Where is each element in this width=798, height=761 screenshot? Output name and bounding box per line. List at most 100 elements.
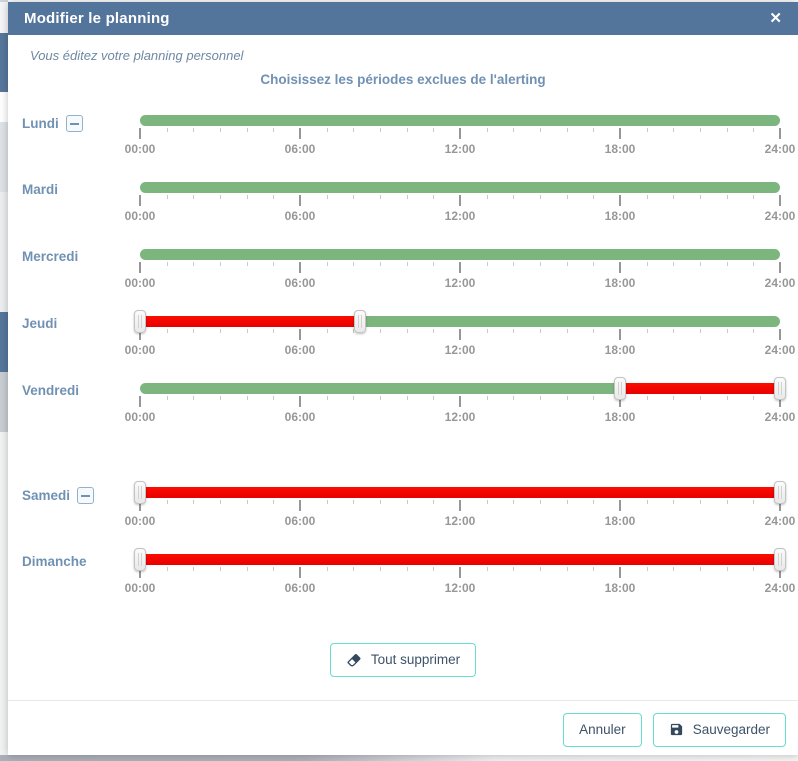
minor-tick-mark (193, 567, 195, 571)
slider-handle[interactable] (774, 377, 786, 400)
minor-tick-mark (273, 567, 275, 571)
major-tick-mark (459, 195, 461, 206)
day-row: Lundi 00:00 06:00 12:00 18:00 24:00 (8, 115, 798, 182)
major-tick-mark (139, 195, 141, 206)
minor-tick-mark (273, 128, 275, 132)
minor-tick-mark (433, 500, 435, 504)
minor-tick-mark (406, 128, 408, 132)
slider-track[interactable] (134, 481, 786, 504)
minor-tick-mark (593, 262, 595, 266)
background-page-left-strip (0, 0, 8, 761)
slider-track[interactable] (134, 310, 780, 333)
cancel-button[interactable]: Annuler (563, 712, 642, 747)
major-tick-mark (459, 567, 461, 578)
slider-handle[interactable] (614, 377, 626, 400)
minor-tick-mark (593, 195, 595, 199)
save-button[interactable]: Sauvegarder (652, 712, 786, 747)
day-row: Mardi 00:00 06:00 12:00 18:00 24:00 (8, 182, 798, 249)
minor-tick-mark (193, 262, 195, 266)
day-label: Lundi (22, 116, 59, 131)
minor-tick-mark (246, 128, 248, 132)
tick-label: 00:00 (124, 514, 156, 528)
minor-tick-mark (380, 396, 381, 400)
minor-tick-mark (566, 329, 568, 333)
slider-handle[interactable] (774, 548, 786, 571)
minor-tick-mark (540, 396, 541, 400)
slider-track[interactable] (140, 115, 780, 126)
remove-period-button[interactable] (77, 487, 95, 504)
slider-handle[interactable] (134, 310, 146, 333)
slider-track[interactable] (140, 182, 780, 193)
minor-tick-mark (726, 262, 728, 266)
slider-track[interactable] (134, 548, 786, 571)
day-label: Vendredi (22, 383, 80, 398)
minor-tick-mark (486, 128, 488, 132)
time-range-slider[interactable]: 00:00 06:00 12:00 18:00 24:00 (125, 548, 795, 597)
edit-planning-modal: Modifier le planning ✕ Vous éditez votre… (8, 2, 798, 755)
minor-tick-mark (513, 262, 515, 266)
slider-track[interactable] (140, 249, 780, 260)
minor-tick-mark (540, 195, 541, 199)
tick-label: 12:00 (444, 142, 476, 156)
minor-tick-mark (220, 195, 221, 199)
time-range-slider[interactable]: 00:00 06:00 12:00 18:00 24:00 (125, 249, 795, 292)
minor-tick-mark (166, 195, 168, 199)
close-button[interactable]: ✕ (769, 10, 782, 27)
minor-tick-mark (646, 195, 648, 199)
minor-tick-mark (326, 262, 328, 266)
slider-handle[interactable] (354, 310, 366, 333)
tick-label: 12:00 (444, 514, 476, 528)
major-tick-mark (299, 567, 301, 578)
minor-tick-mark (433, 128, 435, 132)
background-block (0, 432, 8, 761)
minor-tick-mark (646, 567, 648, 571)
minor-tick-mark (273, 396, 275, 400)
minor-tick-mark (380, 500, 381, 504)
tick-label: 24:00 (764, 142, 796, 156)
time-range-slider[interactable]: 00:00 06:00 12:00 18:00 24:00 (125, 182, 795, 225)
time-range-slider[interactable]: 00:00 06:00 12:00 18:00 24:00 (125, 481, 795, 530)
minor-tick-mark (700, 396, 701, 400)
minor-tick-mark (326, 567, 328, 571)
minor-tick-mark (513, 195, 515, 199)
major-tick-mark (779, 262, 781, 273)
tick-label: 18:00 (604, 514, 636, 528)
day-left: Dimanche (22, 554, 140, 569)
minor-tick-mark (380, 567, 381, 571)
minor-tick-mark (726, 329, 728, 333)
remove-period-button[interactable] (65, 115, 83, 132)
day-label: Samedi (22, 488, 71, 503)
minor-tick-mark (566, 128, 568, 132)
time-range-slider[interactable]: 00:00 06:00 12:00 18:00 24:00 (125, 310, 795, 359)
major-tick-mark (619, 396, 621, 407)
minor-tick-mark (753, 128, 755, 132)
tick-label: 18:00 (604, 581, 636, 595)
day-left: Mercredi (22, 249, 140, 264)
major-tick-mark (299, 195, 301, 206)
minor-tick-mark (566, 500, 568, 504)
tick-label: 18:00 (604, 410, 636, 424)
slider-track[interactable] (140, 377, 786, 400)
tick-label: 18:00 (604, 209, 636, 223)
minor-tick-mark (406, 262, 408, 266)
minor-tick-mark (406, 195, 408, 199)
modal-body: Vous éditez votre planning personnel Cho… (8, 35, 798, 700)
minor-tick-mark (193, 500, 195, 504)
minor-tick-mark (753, 195, 755, 199)
time-range-slider[interactable]: 00:00 06:00 12:00 18:00 24:00 (125, 115, 795, 158)
minor-tick-mark (326, 128, 328, 132)
minor-tick-mark (700, 195, 701, 199)
minor-tick-mark (246, 262, 248, 266)
time-range-slider[interactable]: 00:00 06:00 12:00 18:00 24:00 (125, 377, 795, 426)
section-heading: Choisissez les périodes exclues de l'ale… (260, 72, 546, 87)
minor-tick-mark (513, 396, 515, 400)
clear-all-button[interactable]: Tout supprimer (329, 643, 477, 678)
day-left: Vendredi (22, 383, 140, 398)
minor-tick-mark (673, 396, 675, 400)
slider-handle[interactable] (134, 481, 146, 504)
tick-label: 00:00 (124, 276, 156, 290)
minor-tick-mark (220, 396, 221, 400)
slider-handle[interactable] (774, 481, 786, 504)
minor-tick-mark (406, 500, 408, 504)
slider-handle[interactable] (134, 548, 146, 571)
